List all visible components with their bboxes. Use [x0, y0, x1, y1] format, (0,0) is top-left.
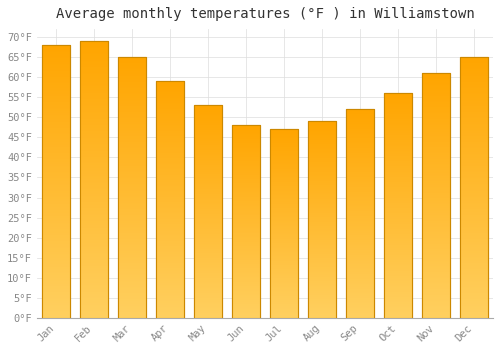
Title: Average monthly temperatures (°F ) in Williamstown: Average monthly temperatures (°F ) in Wi…: [56, 7, 474, 21]
Bar: [460, 57, 487, 318]
Bar: [194, 105, 222, 318]
Bar: [308, 121, 336, 318]
Bar: [270, 130, 297, 318]
Bar: [232, 125, 260, 318]
Bar: [42, 45, 70, 318]
Bar: [118, 57, 146, 318]
Bar: [156, 81, 184, 318]
Bar: [384, 93, 411, 318]
Bar: [422, 73, 450, 318]
Bar: [80, 41, 108, 318]
Bar: [346, 109, 374, 318]
